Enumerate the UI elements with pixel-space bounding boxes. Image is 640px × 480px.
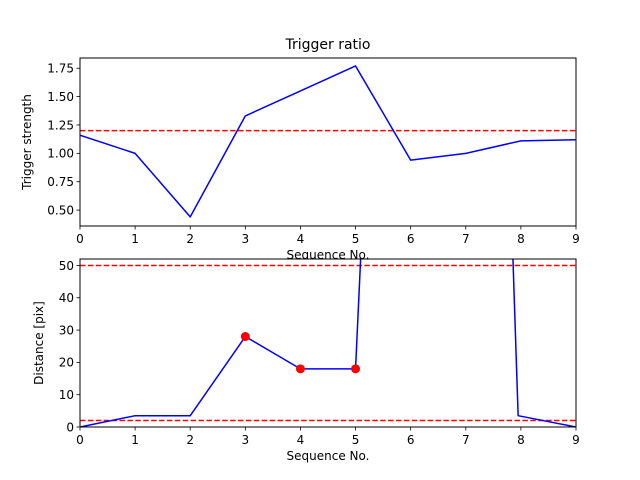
y-tick-label: 1.50 bbox=[47, 90, 74, 104]
x-tick-label: 3 bbox=[242, 433, 250, 447]
y-tick-label: 40 bbox=[59, 291, 74, 305]
x-tick-label: 8 bbox=[517, 433, 525, 447]
x-tick-label: 5 bbox=[352, 232, 360, 246]
plot-area bbox=[80, 65, 576, 218]
x-tick-label: 3 bbox=[242, 232, 250, 246]
axes-background bbox=[80, 259, 576, 427]
data-point-marker-1 bbox=[295, 364, 305, 374]
series-line-0 bbox=[80, 65, 576, 218]
plot-area bbox=[80, 259, 576, 427]
y-axis-label: Distance [pix] bbox=[32, 301, 46, 385]
x-tick-label: 9 bbox=[572, 433, 580, 447]
y-tick-label: 50 bbox=[59, 259, 74, 273]
y-tick-label: 0.50 bbox=[47, 203, 74, 217]
y-tick-label: 1.25 bbox=[47, 118, 74, 132]
axes-frame bbox=[79, 258, 577, 428]
y-tick-label: 1.75 bbox=[47, 62, 74, 76]
x-tick-label: 4 bbox=[297, 433, 305, 447]
y-tick-label: 30 bbox=[59, 323, 74, 337]
y-tick-label: 0.75 bbox=[47, 175, 74, 189]
y-tick-label: 0 bbox=[66, 420, 74, 434]
data-point-marker-2 bbox=[351, 364, 361, 374]
x-tick-label: 2 bbox=[186, 433, 194, 447]
x-tick-label: 9 bbox=[572, 232, 580, 246]
x-tick-label: 0 bbox=[76, 232, 84, 246]
x-tick-label: 7 bbox=[462, 232, 470, 246]
x-tick-label: 8 bbox=[517, 232, 525, 246]
x-tick-label: 0 bbox=[76, 433, 84, 447]
series-line-0 bbox=[80, 259, 576, 427]
y-tick-label: 1.00 bbox=[47, 147, 74, 161]
y-axis-label: Trigger strength bbox=[20, 94, 34, 191]
x-tick-label: 1 bbox=[131, 433, 139, 447]
x-tick-label: 2 bbox=[186, 232, 194, 246]
axes-frame bbox=[79, 57, 577, 227]
x-tick-label: 6 bbox=[407, 232, 415, 246]
x-tick-label: 1 bbox=[131, 232, 139, 246]
x-tick-label: 4 bbox=[297, 232, 305, 246]
chart-0: 0 1 2 3 4 5 6 7 8 9 0.50 0.75 1.00 1.25 1.50 1.75 Trigge… bbox=[20, 37, 580, 246]
x-tick-label: 6 bbox=[407, 433, 415, 447]
data-point-marker-0 bbox=[240, 332, 250, 342]
chart-title: Trigger ratio bbox=[284, 37, 370, 53]
chart-1: 0 1 2 3 4 5 6 7 8 9 0 10 20 30 40 50 Distance [pix] bbox=[32, 258, 580, 447]
x-tick-label: 5 bbox=[352, 433, 360, 447]
x-axis-label: Sequence No. bbox=[287, 449, 370, 463]
charts-container: Sequence No. 0 1 2 3 4 5 6 7 8 9 0.50 0.75 1.00 1.25 1.… bbox=[20, 37, 580, 463]
y-tick-label: 20 bbox=[59, 356, 74, 370]
y-tick-label: 10 bbox=[59, 388, 74, 402]
x-tick-label: 7 bbox=[462, 433, 470, 447]
